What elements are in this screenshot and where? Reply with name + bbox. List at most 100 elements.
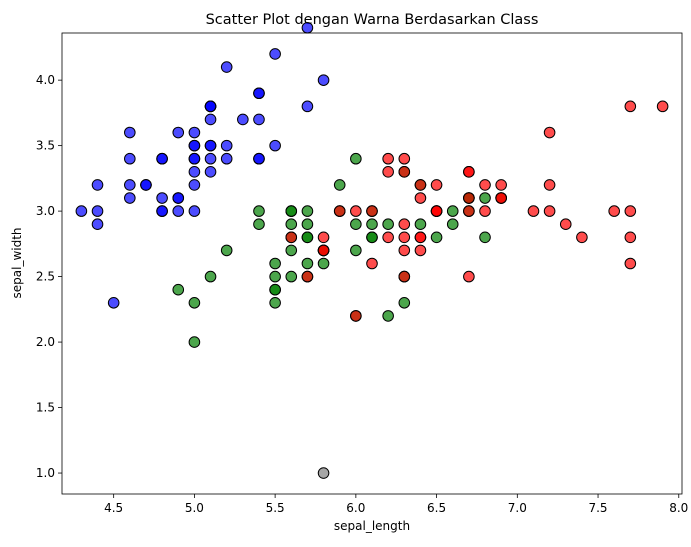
data-point	[382, 218, 394, 231]
data-point	[495, 192, 507, 204]
x-axis-label: sepal_length	[334, 519, 410, 533]
data-point	[382, 166, 394, 178]
x-tick-label: 7.5	[588, 501, 607, 515]
x-tick-label: 7.0	[508, 501, 527, 515]
data-point	[188, 139, 201, 152]
data-point	[204, 139, 217, 152]
data-point	[479, 179, 491, 191]
data-point	[204, 166, 217, 178]
x-tick-label: 6.5	[427, 501, 446, 515]
x-tick-label: 4.5	[104, 501, 123, 515]
data-point	[398, 296, 411, 309]
data-point	[430, 179, 443, 191]
data-point	[463, 205, 475, 217]
data-point	[220, 61, 233, 73]
data-point	[204, 113, 217, 126]
data-point	[463, 166, 475, 178]
data-point	[366, 231, 378, 244]
data-point	[495, 179, 507, 191]
data-point	[576, 231, 588, 244]
data-point	[543, 205, 556, 217]
data-point	[253, 113, 265, 126]
chart-title: Scatter Plot dengan Warna Berdasarkan Cl…	[206, 12, 539, 28]
data-point	[398, 270, 411, 283]
y-axis: 1.0 1.5 2.0 2.5 3.0 3.5 4.0	[36, 73, 62, 480]
data-point	[414, 244, 427, 257]
data-point	[269, 270, 281, 283]
data-point	[269, 139, 281, 152]
data-point	[107, 296, 120, 309]
plot-frame	[61, 32, 683, 495]
data-point	[414, 192, 427, 204]
data-point	[301, 21, 314, 34]
data-point	[285, 231, 298, 244]
data-point	[382, 152, 394, 165]
data-point	[172, 205, 185, 217]
data-point	[301, 218, 314, 231]
data-point	[366, 205, 378, 217]
data-point	[91, 205, 104, 217]
data-point	[398, 231, 411, 244]
x-tick-label: 5.5	[266, 501, 285, 515]
data-point	[479, 205, 491, 217]
data-point	[463, 192, 475, 204]
data-point	[124, 152, 136, 165]
data-point	[285, 218, 298, 231]
data-point	[317, 231, 330, 244]
data-point	[350, 152, 362, 165]
data-point	[446, 218, 459, 231]
x-tick-label: 5.0	[185, 501, 204, 515]
data-point	[204, 270, 217, 283]
data-point	[430, 205, 443, 217]
x-axis: 4.5 5.0 5.5 6.0 6.5 7.0 7.5 8.0	[104, 494, 688, 515]
data-point	[317, 74, 330, 86]
data-point	[156, 192, 168, 204]
data-point	[656, 100, 669, 113]
y-axis-label: sepal_width	[10, 227, 24, 298]
data-point	[188, 336, 201, 348]
data-point	[479, 192, 491, 204]
data-point	[559, 218, 572, 231]
data-point	[350, 205, 362, 217]
data-point	[350, 310, 362, 322]
data-point	[624, 231, 637, 244]
data-point	[446, 205, 459, 217]
data-point	[269, 296, 281, 309]
data-point	[172, 192, 185, 204]
y-tick-label: 1.0	[36, 466, 55, 480]
data-point	[414, 218, 427, 231]
x-tick-label: 8.0	[669, 501, 688, 515]
data-point	[317, 257, 330, 270]
data-point	[269, 257, 281, 270]
data-point	[91, 218, 104, 231]
data-point	[430, 231, 443, 244]
data-point	[188, 205, 201, 217]
data-point	[156, 205, 168, 217]
data-point	[220, 139, 233, 152]
y-tick-label: 1.5	[36, 401, 55, 415]
data-point	[398, 244, 411, 257]
data-point	[237, 113, 249, 126]
data-point	[220, 152, 233, 165]
y-tick-label: 2.0	[36, 335, 55, 349]
data-point	[398, 166, 411, 178]
y-tick-label: 3.5	[36, 139, 55, 153]
data-point	[624, 205, 637, 217]
data-point	[253, 87, 265, 100]
data-point	[414, 231, 427, 244]
data-point	[624, 257, 637, 270]
data-point	[398, 152, 411, 165]
data-point	[285, 270, 298, 283]
data-point	[285, 205, 298, 217]
data-point	[140, 179, 152, 191]
data-point	[543, 126, 556, 139]
y-tick-label: 4.0	[36, 73, 55, 87]
data-point	[333, 205, 346, 217]
data-point	[317, 467, 330, 479]
data-point	[253, 218, 265, 231]
data-point	[269, 48, 281, 60]
data-point	[253, 152, 265, 165]
data-point	[608, 205, 620, 217]
data-point	[188, 179, 201, 191]
